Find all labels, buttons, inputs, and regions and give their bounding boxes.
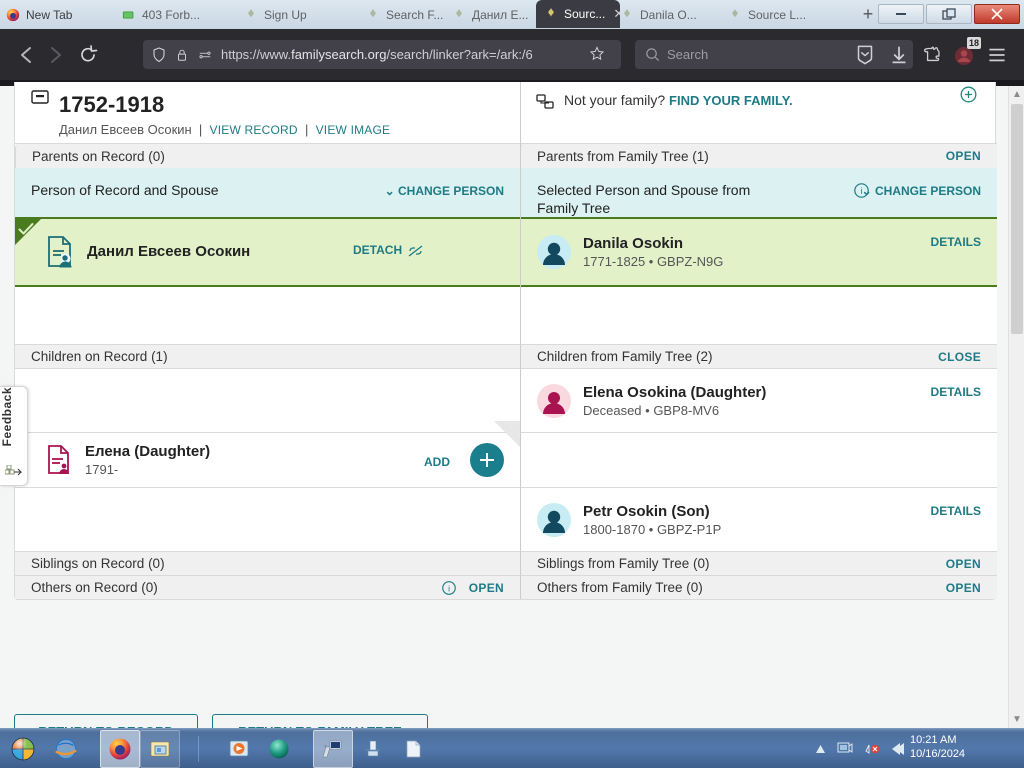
svg-text:i: i [448, 583, 450, 593]
